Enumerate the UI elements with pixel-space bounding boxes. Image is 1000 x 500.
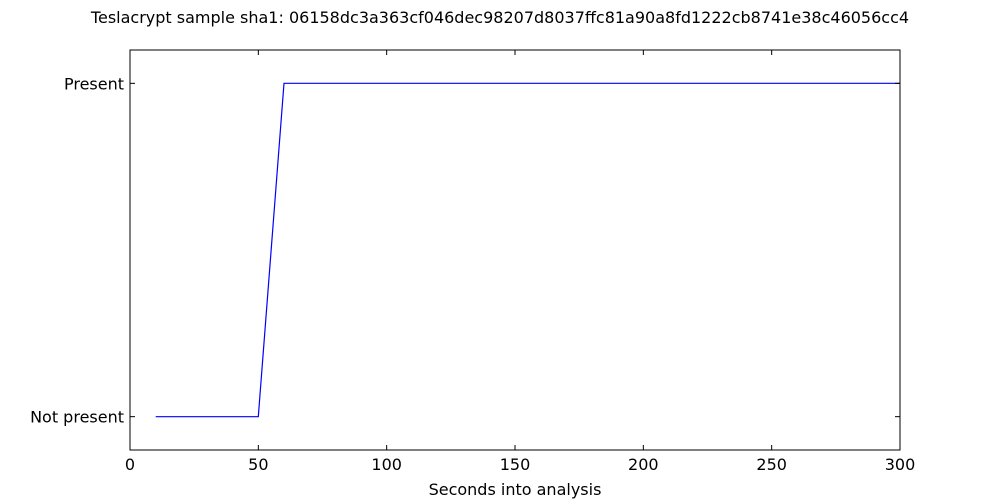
y-tick-label: Not present <box>30 408 124 427</box>
series-layer <box>155 82 900 418</box>
x-tick-label: 200 <box>628 455 659 474</box>
plot-frame <box>129 49 901 451</box>
series-line-0 <box>155 82 900 418</box>
y-axis-ticks: Not present Present <box>30 74 900 427</box>
chart-title: Teslacrypt sample sha1: 06158dc3a363cf04… <box>90 8 909 27</box>
x-axis-label: Seconds into analysis <box>429 480 602 499</box>
x-tick-label: 100 <box>371 455 402 474</box>
y-tick-label: Present <box>64 74 124 93</box>
x-tick-label: 50 <box>248 455 268 474</box>
plot-area <box>130 50 900 450</box>
x-tick-label: 150 <box>500 455 531 474</box>
x-tick-label: 300 <box>885 455 916 474</box>
x-tick-label: 0 <box>125 455 135 474</box>
x-tick-label: 250 <box>756 455 787 474</box>
